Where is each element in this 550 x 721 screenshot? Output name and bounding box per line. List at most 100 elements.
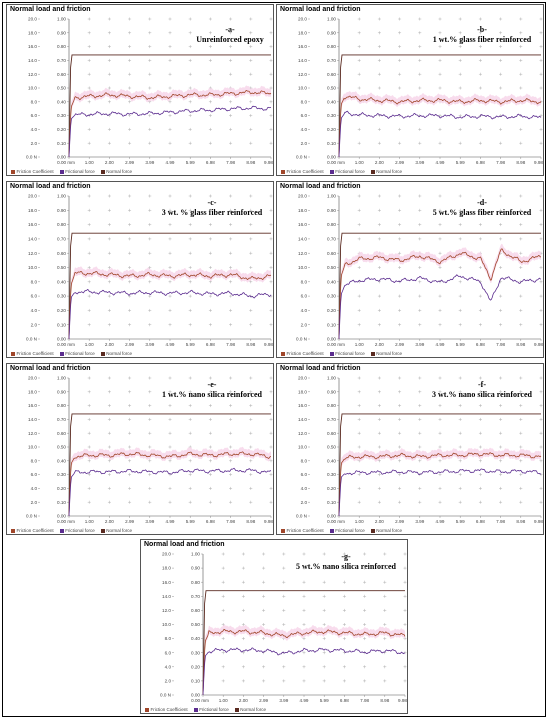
grid-marker bbox=[148, 72, 152, 76]
y-tick-label-cof: 0.90 bbox=[327, 30, 336, 35]
grid-marker bbox=[269, 486, 273, 490]
y-tick-label-cof: 0.40 bbox=[327, 279, 336, 284]
grid-marker bbox=[188, 390, 192, 394]
grid-marker bbox=[168, 280, 172, 284]
y-tick-label-force: 8.0 bbox=[301, 279, 308, 284]
grid-marker bbox=[148, 127, 152, 131]
grid-marker bbox=[168, 294, 172, 298]
panel-description: 5 wt.% glass fiber reinforced bbox=[432, 208, 532, 217]
grid-marker bbox=[363, 580, 367, 584]
grid-marker bbox=[262, 594, 266, 598]
grid-marker bbox=[221, 637, 225, 641]
grid-marker bbox=[128, 223, 132, 227]
x-tick-label: 3.99 bbox=[145, 342, 154, 347]
grid-marker bbox=[539, 404, 543, 408]
grid-marker bbox=[221, 665, 225, 669]
y-tick-label-force: 10.0 bbox=[298, 445, 307, 450]
grid-marker bbox=[377, 17, 381, 21]
grid-marker bbox=[377, 266, 381, 269]
y-tick-label-cof: 0.60 bbox=[327, 72, 336, 77]
y-tick-label-force: 18.0 bbox=[28, 389, 37, 394]
grid-marker bbox=[229, 208, 233, 212]
grid-marker bbox=[377, 294, 381, 298]
grid-marker bbox=[87, 31, 91, 35]
series-line-friction-coefficient bbox=[338, 452, 542, 517]
x-tick-label: 9.98 bbox=[264, 342, 273, 347]
grid-marker bbox=[539, 323, 543, 327]
friction-scatter-band bbox=[69, 85, 271, 160]
grid-marker bbox=[357, 266, 361, 269]
grid-marker bbox=[269, 376, 273, 380]
grid-marker bbox=[342, 552, 346, 556]
y-tick-label-cof: 0.50 bbox=[191, 622, 200, 627]
grid-marker bbox=[377, 86, 381, 90]
y-tick-label-cof: 1.00 bbox=[57, 194, 66, 199]
grid-marker bbox=[269, 127, 273, 131]
y-tick-label-cof: 0.50 bbox=[57, 265, 66, 270]
y-tick-label-cof: 0.80 bbox=[327, 44, 336, 49]
grid-marker bbox=[107, 308, 111, 312]
y-tick-label-cof: 0.50 bbox=[327, 445, 336, 450]
grid-marker bbox=[208, 266, 212, 269]
grid-marker bbox=[398, 237, 402, 241]
grid-marker bbox=[148, 31, 152, 35]
grid-marker bbox=[519, 72, 523, 76]
grid-marker bbox=[478, 194, 482, 198]
grid-marker bbox=[438, 431, 442, 435]
grid-marker bbox=[249, 100, 253, 104]
x-tick-label: 8.98 bbox=[246, 160, 255, 165]
grid-marker bbox=[262, 580, 266, 584]
grid-marker bbox=[458, 404, 462, 408]
legend-item-frictional-force: Frictional force bbox=[329, 351, 365, 356]
x-tick-label: 2.00 bbox=[105, 342, 114, 347]
grid-marker bbox=[539, 486, 543, 490]
grid-marker bbox=[499, 445, 503, 449]
grid-marker bbox=[398, 58, 402, 62]
grid-marker bbox=[322, 623, 326, 626]
grid-marker bbox=[148, 141, 152, 145]
grid-marker bbox=[229, 100, 233, 104]
grid-marker bbox=[418, 72, 422, 76]
grid-marker bbox=[539, 308, 543, 312]
grid-marker bbox=[208, 404, 212, 408]
grid-marker bbox=[107, 473, 111, 477]
grid-marker bbox=[519, 459, 523, 463]
grid-marker bbox=[438, 31, 442, 35]
y-tick-label-cof: 0.00 bbox=[57, 155, 66, 160]
y-tick-label-cof: 0.10 bbox=[57, 322, 66, 327]
grid-marker bbox=[148, 404, 152, 408]
legend: Friction Coefficient Frictional force Norm… bbox=[281, 528, 408, 533]
y-tick-label-force: 2.0 bbox=[301, 500, 308, 505]
grid-marker bbox=[128, 114, 132, 118]
y-tick-label-cof: 0.10 bbox=[327, 322, 336, 327]
grid-marker bbox=[458, 500, 462, 504]
grid-marker bbox=[128, 100, 132, 104]
x-tick-label: 0.00 mm bbox=[57, 160, 75, 165]
grid-marker bbox=[107, 323, 111, 327]
chart-svg: 0.0 N 2.0 4.0 6.0 8.0 10.0 12.0 14.0 16.0 18.0 20.… bbox=[296, 17, 543, 165]
grid-marker bbox=[398, 294, 402, 298]
y-tick-label-cof: 0.70 bbox=[327, 417, 336, 422]
y-tick-label-force: 20.0 bbox=[298, 17, 307, 22]
y-tick-label-cof: 0.10 bbox=[57, 500, 66, 505]
y-tick-label-cof: 0.90 bbox=[57, 208, 66, 213]
grid-marker bbox=[519, 431, 523, 435]
grid-marker bbox=[458, 31, 462, 35]
grid-marker bbox=[128, 417, 132, 421]
legend: Friction Coefficient Frictional force Norm… bbox=[281, 169, 408, 174]
grid-marker bbox=[87, 390, 91, 394]
grid-marker bbox=[458, 473, 462, 477]
x-tick-label: 7.98 bbox=[496, 519, 505, 524]
grid-marker bbox=[128, 86, 132, 90]
grid-marker bbox=[398, 404, 402, 408]
grid-marker bbox=[168, 486, 172, 490]
x-tick-label: 3.99 bbox=[279, 698, 288, 703]
x-tick-label: 4.99 bbox=[436, 519, 445, 524]
x-tick-label: 9.98 bbox=[534, 160, 543, 165]
grid-marker bbox=[107, 459, 111, 463]
grid-marker bbox=[403, 679, 407, 683]
grid-marker bbox=[188, 473, 192, 477]
grid-marker bbox=[302, 651, 306, 655]
grid-marker bbox=[269, 323, 273, 327]
grid-marker bbox=[499, 459, 503, 463]
